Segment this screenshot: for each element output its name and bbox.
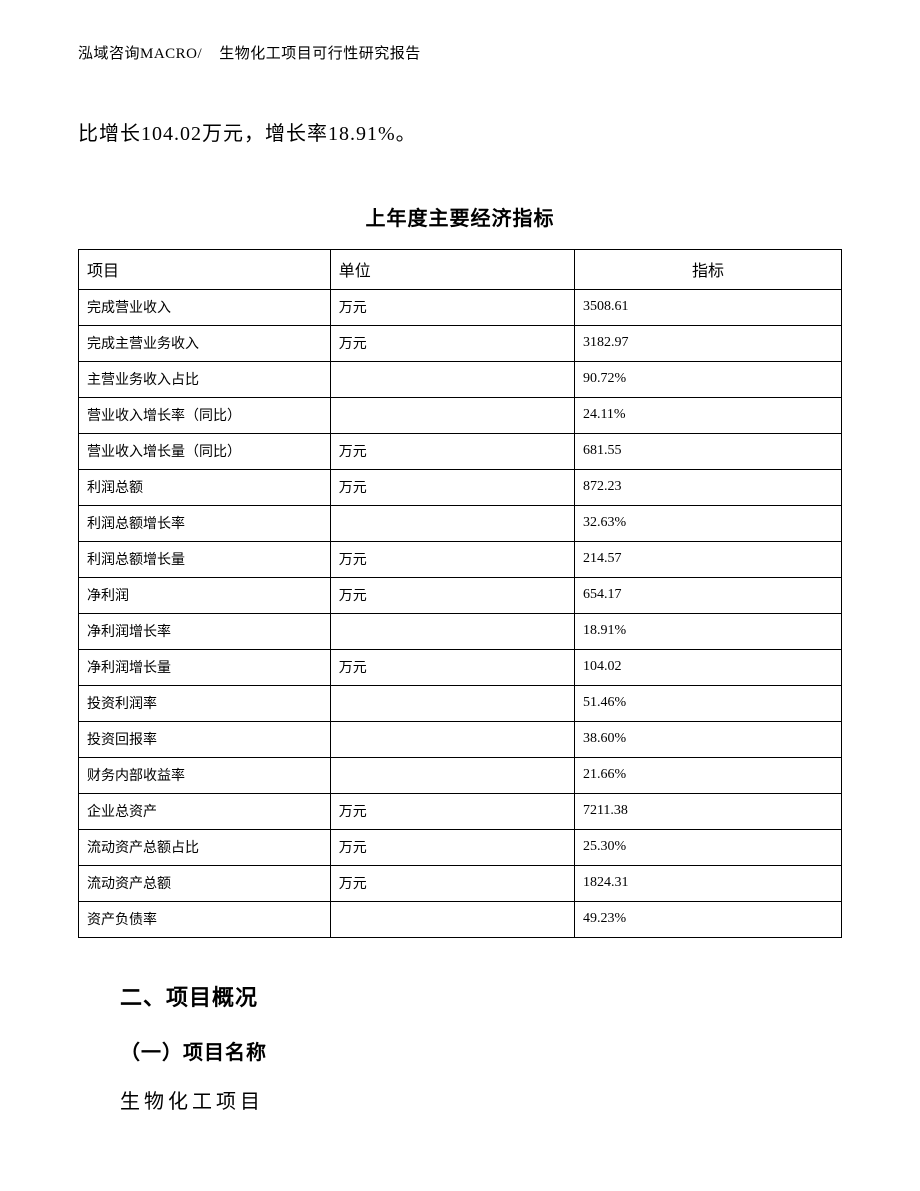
header-left: 泓域咨询MACRO/ bbox=[78, 46, 202, 62]
cell-item: 流动资产总额 bbox=[79, 866, 331, 902]
table-row: 投资利润率 51.46% bbox=[79, 686, 842, 722]
table-row: 利润总额增长量万元214.57 bbox=[79, 542, 842, 578]
cell-item: 资产负债率 bbox=[79, 902, 331, 938]
cell-item: 完成营业收入 bbox=[79, 290, 331, 326]
cell-item: 净利润 bbox=[79, 578, 331, 614]
subsection-heading: （一）项目名称 bbox=[120, 1036, 842, 1065]
cell-value: 25.30% bbox=[574, 830, 841, 866]
cell-value: 21.66% bbox=[574, 758, 841, 794]
cell-item: 财务内部收益率 bbox=[79, 758, 331, 794]
cell-value: 1824.31 bbox=[574, 866, 841, 902]
cell-value: 214.57 bbox=[574, 542, 841, 578]
cell-item: 主营业务收入占比 bbox=[79, 362, 331, 398]
table-row: 完成营业收入万元3508.61 bbox=[79, 290, 842, 326]
cell-unit: 万元 bbox=[330, 830, 574, 866]
table-row: 营业收入增长量（同比）万元681.55 bbox=[79, 434, 842, 470]
cell-unit bbox=[330, 722, 574, 758]
cell-value: 681.55 bbox=[574, 434, 841, 470]
cell-item: 利润总额增长量 bbox=[79, 542, 331, 578]
subsection-body: 生物化工项目 bbox=[120, 1085, 842, 1114]
cell-unit bbox=[330, 686, 574, 722]
table-row: 企业总资产万元7211.38 bbox=[79, 794, 842, 830]
cell-value: 104.02 bbox=[574, 650, 841, 686]
header-right: 生物化工项目可行性研究报告 bbox=[219, 46, 421, 62]
cell-item: 利润总额 bbox=[79, 470, 331, 506]
cell-value: 3182.97 bbox=[574, 326, 841, 362]
cell-unit: 万元 bbox=[330, 470, 574, 506]
cell-value: 18.91% bbox=[574, 614, 841, 650]
table-row: 流动资产总额占比万元25.30% bbox=[79, 830, 842, 866]
cell-unit: 万元 bbox=[330, 794, 574, 830]
table-row: 流动资产总额万元1824.31 bbox=[79, 866, 842, 902]
cell-unit: 万元 bbox=[330, 434, 574, 470]
table-body: 完成营业收入万元3508.61完成主营业务收入万元3182.97主营业务收入占比… bbox=[79, 290, 842, 938]
table-row: 净利润增长量万元104.02 bbox=[79, 650, 842, 686]
cell-item: 净利润增长量 bbox=[79, 650, 331, 686]
table-row: 营业收入增长率（同比） 24.11% bbox=[79, 398, 842, 434]
table-row: 财务内部收益率 21.66% bbox=[79, 758, 842, 794]
table-title: 上年度主要经济指标 bbox=[78, 202, 842, 231]
cell-value: 32.63% bbox=[574, 506, 841, 542]
cell-unit bbox=[330, 758, 574, 794]
table-row: 利润总额万元872.23 bbox=[79, 470, 842, 506]
cell-value: 51.46% bbox=[574, 686, 841, 722]
cell-unit bbox=[330, 614, 574, 650]
col-header-item: 项目 bbox=[79, 250, 331, 290]
cell-unit bbox=[330, 398, 574, 434]
table-row: 完成主营业务收入万元3182.97 bbox=[79, 326, 842, 362]
cell-value: 654.17 bbox=[574, 578, 841, 614]
document-page: 泓域咨询MACRO/ 生物化工项目可行性研究报告 比增长104.02万元，增长率… bbox=[0, 0, 920, 1191]
intro-paragraph: 比增长104.02万元，增长率18.91%。 bbox=[78, 118, 842, 150]
table-row: 净利润增长率 18.91% bbox=[79, 614, 842, 650]
table-header-row: 项目 单位 指标 bbox=[79, 250, 842, 290]
cell-value: 7211.38 bbox=[574, 794, 841, 830]
cell-value: 24.11% bbox=[574, 398, 841, 434]
cell-item: 流动资产总额占比 bbox=[79, 830, 331, 866]
cell-value: 49.23% bbox=[574, 902, 841, 938]
cell-value: 872.23 bbox=[574, 470, 841, 506]
cell-item: 投资回报率 bbox=[79, 722, 331, 758]
cell-item: 净利润增长率 bbox=[79, 614, 331, 650]
table-row: 资产负债率 49.23% bbox=[79, 902, 842, 938]
cell-value: 3508.61 bbox=[574, 290, 841, 326]
cell-unit: 万元 bbox=[330, 866, 574, 902]
cell-item: 营业收入增长率（同比） bbox=[79, 398, 331, 434]
cell-unit: 万元 bbox=[330, 542, 574, 578]
cell-unit: 万元 bbox=[330, 578, 574, 614]
cell-item: 企业总资产 bbox=[79, 794, 331, 830]
cell-value: 90.72% bbox=[574, 362, 841, 398]
table-row: 利润总额增长率 32.63% bbox=[79, 506, 842, 542]
table-row: 主营业务收入占比 90.72% bbox=[79, 362, 842, 398]
page-header: 泓域咨询MACRO/ 生物化工项目可行性研究报告 bbox=[78, 42, 842, 63]
cell-value: 38.60% bbox=[574, 722, 841, 758]
cell-item: 完成主营业务收入 bbox=[79, 326, 331, 362]
table-row: 净利润万元654.17 bbox=[79, 578, 842, 614]
cell-unit: 万元 bbox=[330, 326, 574, 362]
col-header-unit: 单位 bbox=[330, 250, 574, 290]
cell-unit: 万元 bbox=[330, 290, 574, 326]
cell-item: 投资利润率 bbox=[79, 686, 331, 722]
cell-unit bbox=[330, 902, 574, 938]
cell-unit bbox=[330, 362, 574, 398]
cell-unit bbox=[330, 506, 574, 542]
indicators-table: 项目 单位 指标 完成营业收入万元3508.61完成主营业务收入万元3182.9… bbox=[78, 249, 842, 938]
cell-item: 营业收入增长量（同比） bbox=[79, 434, 331, 470]
section-heading: 二、项目概况 bbox=[120, 980, 842, 1012]
col-header-value: 指标 bbox=[574, 250, 841, 290]
cell-item: 利润总额增长率 bbox=[79, 506, 331, 542]
cell-unit: 万元 bbox=[330, 650, 574, 686]
table-row: 投资回报率 38.60% bbox=[79, 722, 842, 758]
